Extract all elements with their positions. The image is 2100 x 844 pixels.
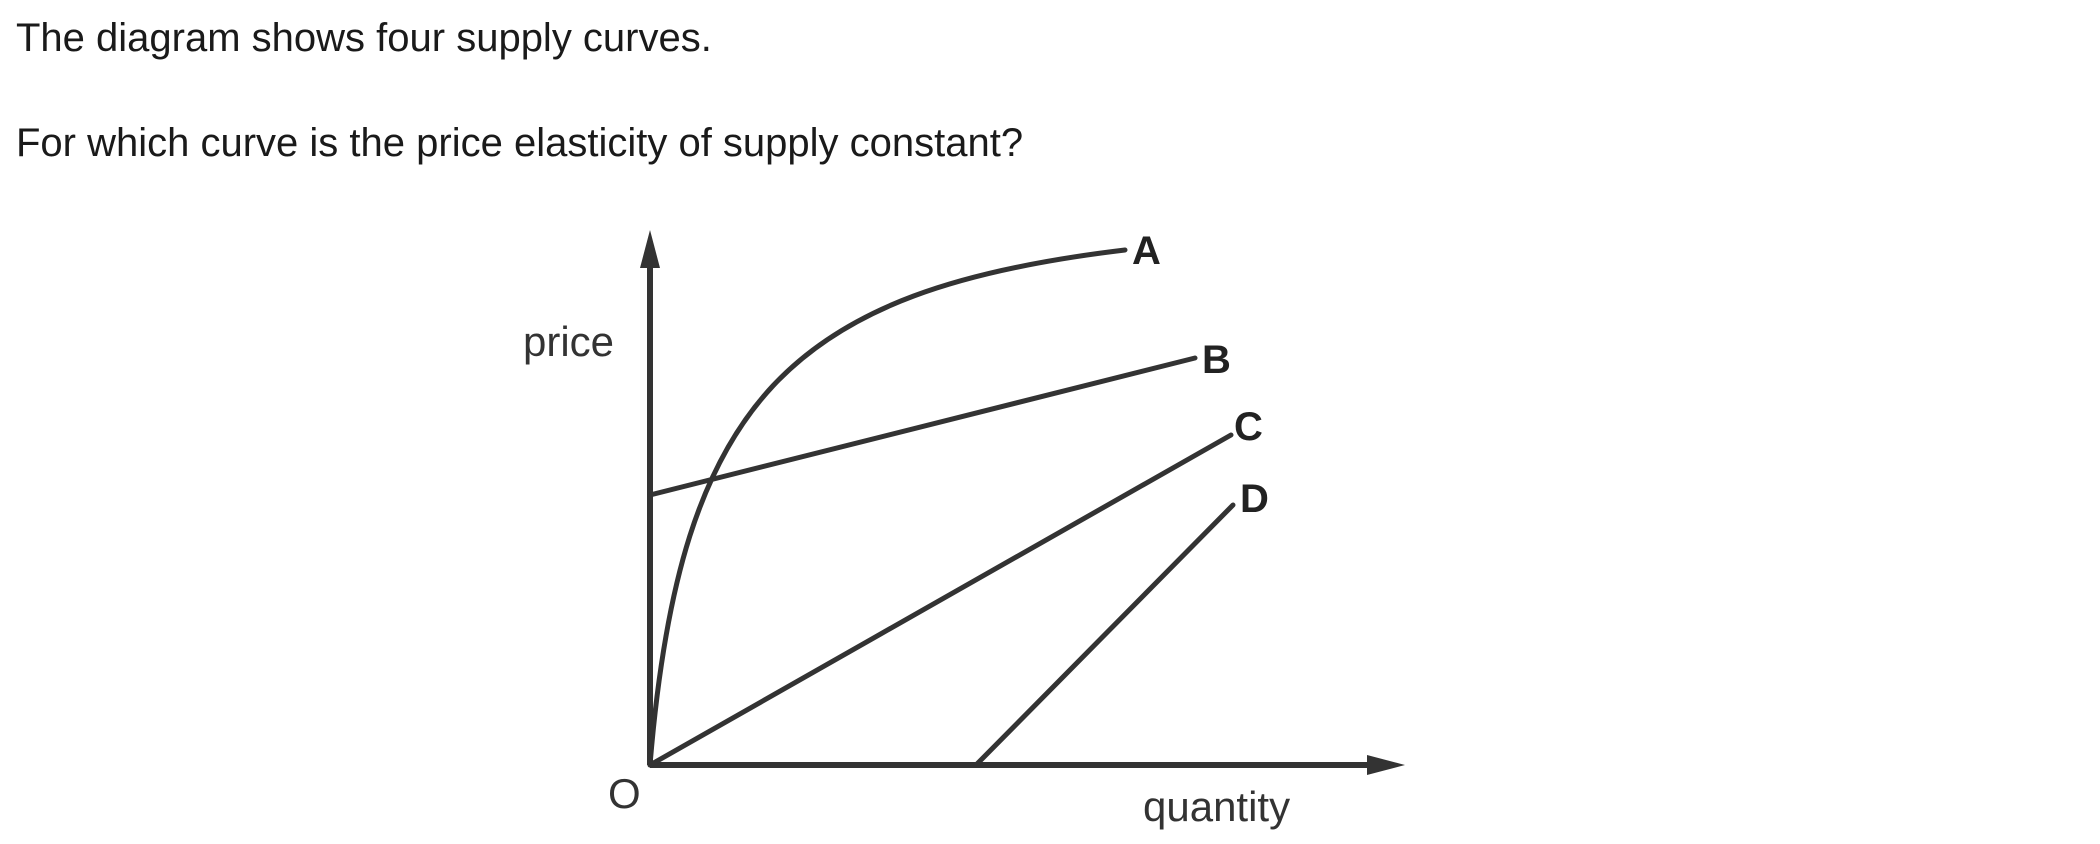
- curve-b: [647, 355, 1198, 498]
- curve-d-label: D: [1240, 477, 1269, 521]
- curve-c: [647, 432, 1234, 768]
- curve-a: [647, 247, 1128, 768]
- curve-a-label: A: [1132, 229, 1161, 273]
- x-axis-label: quantity: [1143, 783, 1290, 830]
- curve-c-label: C: [1234, 405, 1263, 449]
- question-prompt: For which curve is the price elasticity …: [16, 121, 1024, 165]
- curve-d: [973, 502, 1236, 768]
- x-axis-arrowhead: [1367, 755, 1405, 775]
- y-axis-label: price: [523, 318, 614, 365]
- curve-b-label: B: [1202, 338, 1231, 382]
- y-axis-arrowhead: [640, 230, 660, 268]
- question-intro: The diagram shows four supply curves.: [16, 16, 712, 60]
- origin-label: O: [608, 770, 641, 817]
